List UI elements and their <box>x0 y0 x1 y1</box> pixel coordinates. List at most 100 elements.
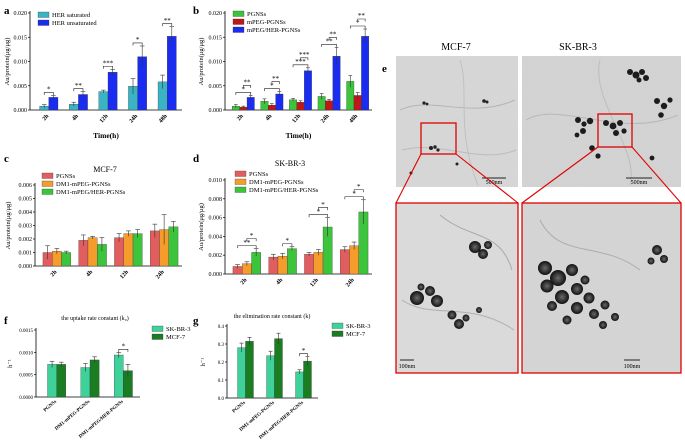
significance-label-b: * <box>270 82 274 90</box>
significance-bracket-a <box>73 88 84 92</box>
micrograph-skbr3-high-mag: 100nm <box>521 202 682 374</box>
x-tick-label-d: 4h <box>275 277 284 286</box>
y-tick-label-c: 0.003 <box>19 224 33 230</box>
legend-label-g: SK-BR-3 <box>346 323 371 330</box>
y-tick-label-c: 0.000 <box>19 264 33 270</box>
y-axis-label-f: h⁻¹ <box>7 359 14 368</box>
bar-c <box>168 226 179 267</box>
significance-bracket-a <box>132 42 143 46</box>
x-tick-label-b: 24h <box>320 113 331 125</box>
y-tick-label-f: 0.0010 <box>19 351 33 356</box>
bar-g <box>266 355 275 399</box>
significance-bracket-a <box>43 92 54 95</box>
significance-bracket-b <box>264 88 280 92</box>
significance-bracket-d <box>344 196 364 200</box>
significance-bracket-b <box>349 25 366 29</box>
legend-swatch-a <box>37 19 50 26</box>
x-tick-label-b: 48h <box>349 113 360 125</box>
significance-bracket-b <box>271 81 280 85</box>
x-tick-label-a: 2h <box>42 113 51 122</box>
legend-label-f: SK-BR-3 <box>166 326 191 333</box>
y-axis-label-a: Au/protein(μg/μg) <box>4 38 11 86</box>
legend-swatch-d <box>234 186 247 193</box>
y-tick-label-g: 0.0 <box>218 397 225 402</box>
significance-label-a: * <box>136 36 140 44</box>
significance-label-a: ** <box>75 82 83 90</box>
significance-label-d: * <box>317 208 321 216</box>
y-tick-label-d: 0.000 <box>209 272 223 278</box>
x-tick-label-b: 2h <box>236 113 245 122</box>
legend-swatch-c <box>41 172 54 179</box>
zoom-box-skbr3 <box>597 113 633 148</box>
significance-label-g: * <box>302 347 306 355</box>
y-tick-label-d: 0.006 <box>209 216 223 222</box>
y-tick-label-d: 0.002 <box>209 253 223 259</box>
micrograph-title-mcf7: MCF-7 <box>441 42 470 53</box>
charts-layer: a 0.000 0.005 0.010 0.015 0.020 Au/protein(μg/… <box>4 5 372 441</box>
bar-c <box>123 233 134 267</box>
chart-title-d: SK-BR-3 <box>275 159 305 168</box>
significance-label-a: * <box>47 86 51 94</box>
bar-d <box>313 252 324 275</box>
bar-c <box>114 237 124 267</box>
significance-label-b: ** <box>244 79 252 87</box>
legend-swatch-f <box>151 333 164 340</box>
y-tick-label-b: 0.005 <box>209 84 223 90</box>
bar-g <box>295 371 304 399</box>
significance-bracket-b <box>243 85 252 88</box>
bar-b <box>289 99 297 111</box>
chart-a: a 0.000 0.005 0.010 0.015 0.020 Au/protein(μg/… <box>4 5 182 140</box>
panel-label-c: c <box>4 153 9 165</box>
y-tick-label-a: 0.010 <box>14 60 28 66</box>
x-tick-label-a: 24h <box>129 113 140 125</box>
scalebar-label-4: 100nm <box>624 364 641 370</box>
legend-swatch-g <box>331 322 344 329</box>
y-tick-label-f: 0.0000 <box>19 396 33 401</box>
y-tick-label-d: 0.008 <box>209 197 223 203</box>
micrograph-skbr3-low-mag: 500nm <box>522 56 681 187</box>
scalebar-label-1: 500nm <box>486 180 503 186</box>
legend-swatch-c <box>41 180 54 187</box>
legend-label-a: HER saturated <box>52 12 91 19</box>
x-tick-label-c: 4h <box>85 269 94 278</box>
bar-f <box>114 354 124 398</box>
legend-label-c: DM1-mPEG-PGNSs <box>56 181 111 188</box>
legend-swatch-g <box>331 330 344 337</box>
legend-swatch-d <box>234 178 247 185</box>
legend-label-a: HER unsaturated <box>52 20 97 27</box>
x-tick-label-c: 24h <box>155 269 166 281</box>
bar-f <box>80 367 91 398</box>
chart-title-g: the elimination rate constant (k) <box>234 313 311 320</box>
bar-g <box>274 338 283 399</box>
panel-label-f: f <box>4 315 8 327</box>
bar-d <box>340 249 350 275</box>
y-tick-label-g: 0.1 <box>218 379 225 384</box>
y-tick-label-c: 0.004 <box>19 210 33 216</box>
bar-a <box>167 36 177 111</box>
y-axis-label-b: Au/protein(μg/μg) <box>198 38 205 86</box>
bar-g <box>303 360 312 399</box>
significance-bracket-f <box>118 349 129 352</box>
y-tick-label-d: 0.004 <box>209 234 223 240</box>
significance-bracket-b <box>235 92 252 95</box>
y-axis-label-c: Au/protein(μg/μg) <box>5 202 12 250</box>
legend-swatch-a <box>37 11 50 18</box>
significance-label-b: *** <box>295 58 306 66</box>
panel-label-a: a <box>4 5 10 17</box>
significance-label-b: * <box>242 86 246 94</box>
legend-label-b: mPEG-PGNSs <box>247 19 286 26</box>
bar-f <box>89 359 100 398</box>
significance-label-d: * <box>352 190 356 198</box>
legend-swatch-b <box>232 18 245 25</box>
bar-f <box>56 364 66 398</box>
x-tick-label-f: PGNSs <box>43 400 58 414</box>
significance-label-a: *** <box>103 59 114 67</box>
significance-bracket-b <box>321 44 337 47</box>
micrograph-mcf7-high-mag: 100nm <box>395 202 519 374</box>
x-tick-label-c: 12h <box>119 269 130 281</box>
y-axis-label-d: Au/protein(μg/μg) <box>198 203 205 251</box>
zoom-box-mcf7 <box>420 122 457 155</box>
scalebar-label-2: 500nm <box>631 180 648 186</box>
significance-label-b: ** <box>272 75 280 83</box>
